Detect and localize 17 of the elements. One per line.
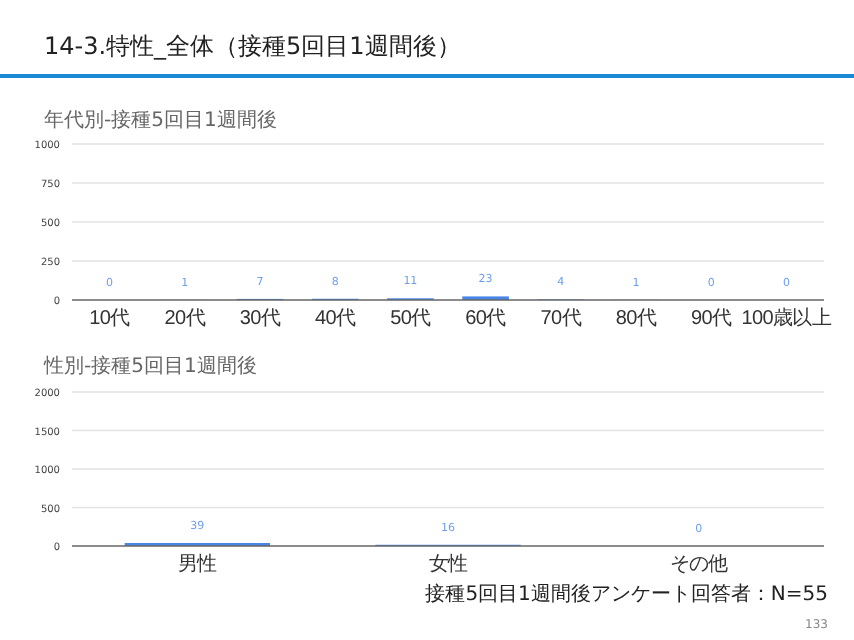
text: 接種5回目1週間後アンケート回答者：N=55 (425, 582, 828, 606)
x-tick-label: 10代 (89, 308, 131, 330)
x-tick-label: 80代 (615, 308, 657, 330)
x-tick-label: 30代 (239, 308, 281, 330)
x-tick-label: 40代 (314, 308, 357, 330)
chart-title: 性別-接種5回目1週間後 (42, 354, 257, 378)
chart-title: 14-3.特性_全体（接種5回目1週間後） (44, 32, 461, 60)
x-tick-label: 60代 (465, 308, 507, 330)
x-tick-label: 50代 (390, 308, 432, 330)
x-tick-label: 女性 (428, 552, 468, 576)
x-tick-label: 100歳以上 (741, 306, 832, 330)
x-tick-label: 20代 (164, 308, 206, 330)
chart-subtitle: 年代別-接種5回目1週間後 (44, 108, 277, 132)
x-tick-label: 90代 (690, 308, 733, 330)
x-tick-label: その他 (669, 552, 729, 576)
x-tick-label: 男性 (177, 552, 218, 576)
x-tick-label: 70代 (540, 308, 582, 330)
